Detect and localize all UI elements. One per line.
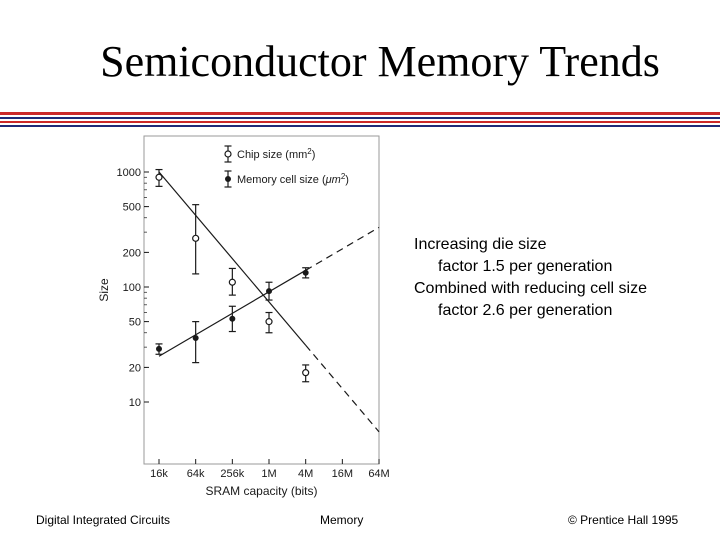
note-die-size: Increasing die size	[414, 236, 547, 253]
title-rule-line	[0, 125, 720, 127]
note-die-factor: factor 1.5 per generation	[438, 258, 613, 275]
y-tick-label: 200	[123, 247, 141, 259]
title-rule-line	[0, 121, 720, 123]
y-tick-label: 100	[123, 282, 141, 294]
x-tick-label: 4M	[298, 468, 313, 480]
chip-size-point	[228, 278, 236, 286]
plot-frame	[143, 135, 380, 465]
memory-trend-chart: 10 20 50 100 200 500 1000 16k 64k 256k 1M 4M 16M 64M S…	[97, 135, 390, 498]
y-tick-label: 10	[129, 397, 141, 409]
legend-label: Chip size (mm2)	[237, 147, 315, 161]
y-axis-label: Size	[97, 278, 111, 302]
trend-line-dashed	[305, 344, 380, 433]
legend-marker	[224, 150, 232, 158]
slide-notes: Increasing die size factor 1.5 per gener…	[414, 234, 647, 322]
chip-size-point	[265, 318, 273, 326]
chip-size-point	[302, 369, 310, 377]
note-cell-factor: factor 2.6 per generation	[438, 302, 613, 319]
y-tick-label: 1000	[117, 167, 141, 179]
cell-size-point	[266, 288, 273, 295]
trend-line-dashed	[305, 226, 380, 271]
x-tick-label: 64M	[368, 468, 389, 480]
cell-size-point	[192, 335, 199, 342]
chip-size-point	[192, 234, 200, 242]
footer-copyright: © Prentice Hall 1995	[568, 513, 679, 527]
x-tick-label: 64k	[187, 468, 205, 480]
footer-topic: Memory	[320, 513, 364, 527]
x-axis-label: SRAM capacity (bits)	[205, 484, 317, 498]
cell-size-point	[229, 315, 236, 322]
chip-size-point	[155, 173, 163, 181]
y-tick-label: 20	[129, 362, 141, 374]
title-rule-line	[0, 112, 720, 115]
x-tick-label: 256k	[220, 468, 244, 480]
trend-line-solid	[158, 171, 307, 346]
legend-label: Memory cell size (μm2)	[237, 172, 349, 186]
x-tick-label: 16k	[150, 468, 168, 480]
title-rule-line	[0, 117, 720, 119]
cell-size-point	[155, 345, 162, 352]
x-tick-label: 16M	[332, 468, 353, 480]
y-tick-label: 50	[129, 317, 141, 329]
x-tick-label: 1M	[261, 468, 276, 480]
slide-title: Semiconductor Memory Trends	[100, 37, 660, 86]
note-cell-size: Combined with reducing cell size	[414, 280, 647, 297]
footer-course: Digital Integrated Circuits	[36, 513, 171, 527]
legend-marker	[225, 175, 232, 182]
cell-size-point	[302, 269, 309, 276]
y-tick-label: 500	[123, 202, 141, 214]
